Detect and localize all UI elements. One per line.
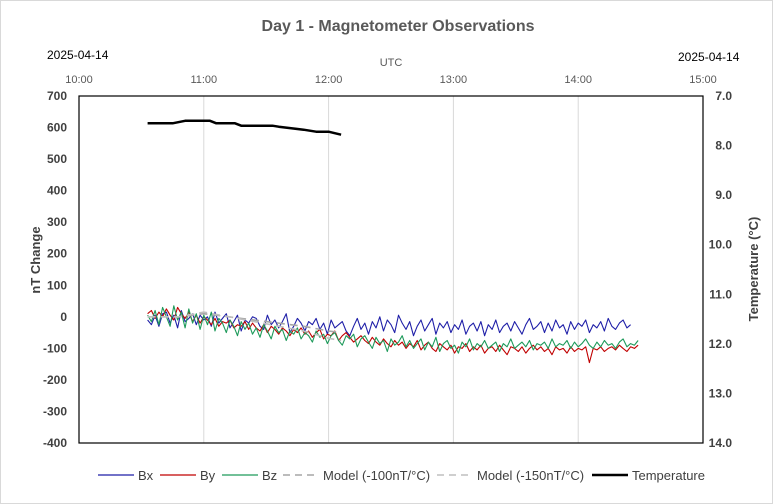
y-left-tick-label: -200 (43, 373, 67, 387)
legend-label-model-100nt-c: Model (-100nT/°C) (323, 468, 430, 483)
series-line-by (147, 306, 639, 364)
chart-title: Day 1 - Magnetometer Observations (262, 18, 535, 35)
y-left-tick-label: 300 (47, 215, 67, 229)
y-left-tick-label: -400 (43, 436, 67, 450)
x-tick-label: 12:00 (315, 74, 343, 86)
y-left-tick-label: 500 (47, 152, 67, 166)
x-tick-label: 11:00 (190, 74, 217, 86)
y-left-tick-label: 100 (47, 278, 67, 292)
y-right-tick-label: 10.0 (709, 238, 733, 252)
y-right-axis-label: Temperature (°C) (746, 217, 761, 322)
y-right-tick-label: 7.0 (715, 89, 732, 103)
y-right-tick-label: 8.0 (715, 139, 732, 153)
x-axis-label: UTC (380, 57, 403, 69)
legend-label-bz: Bz (262, 468, 277, 483)
y-left-tick-label: -100 (43, 341, 67, 355)
x-tick-label: 15:00 (689, 74, 717, 86)
legend-label-temperature: Temperature (632, 468, 705, 483)
date-right: 2025-04-14 (678, 50, 740, 64)
date-left: 2025-04-14 (47, 48, 109, 62)
y-right-tick-label: 13.0 (709, 386, 733, 400)
y-left-axis-label: nT Change (28, 226, 43, 293)
y-right-tick-label: 12.0 (709, 337, 733, 351)
legend-label-by: By (200, 468, 216, 483)
y-right-tick-label: 11.0 (709, 287, 732, 301)
y-left-tick-label: 600 (47, 121, 67, 135)
y-left-tick-label: 400 (47, 184, 67, 198)
legend-label-model-150nt-c: Model (-150nT/°C) (477, 468, 584, 483)
y-right-tick-label: 14.0 (709, 436, 733, 450)
y-left-tick-label: 200 (47, 247, 67, 261)
y-left-tick-label: 700 (47, 89, 67, 103)
plot-area-border (78, 95, 704, 444)
y-right-tick-label: 9.0 (715, 188, 732, 202)
series-line-bx (147, 309, 631, 337)
x-tick-label: 13:00 (440, 74, 468, 86)
series-line-temperature (147, 119, 342, 136)
x-tick-label: 10:00 (65, 74, 93, 86)
y-left-tick-label: -300 (43, 404, 67, 418)
x-tick-label: 14:00 (564, 74, 592, 86)
series-line-bz (147, 305, 639, 354)
legend-label-bx: Bx (138, 468, 154, 483)
y-left-tick-label: 0 (60, 310, 67, 324)
